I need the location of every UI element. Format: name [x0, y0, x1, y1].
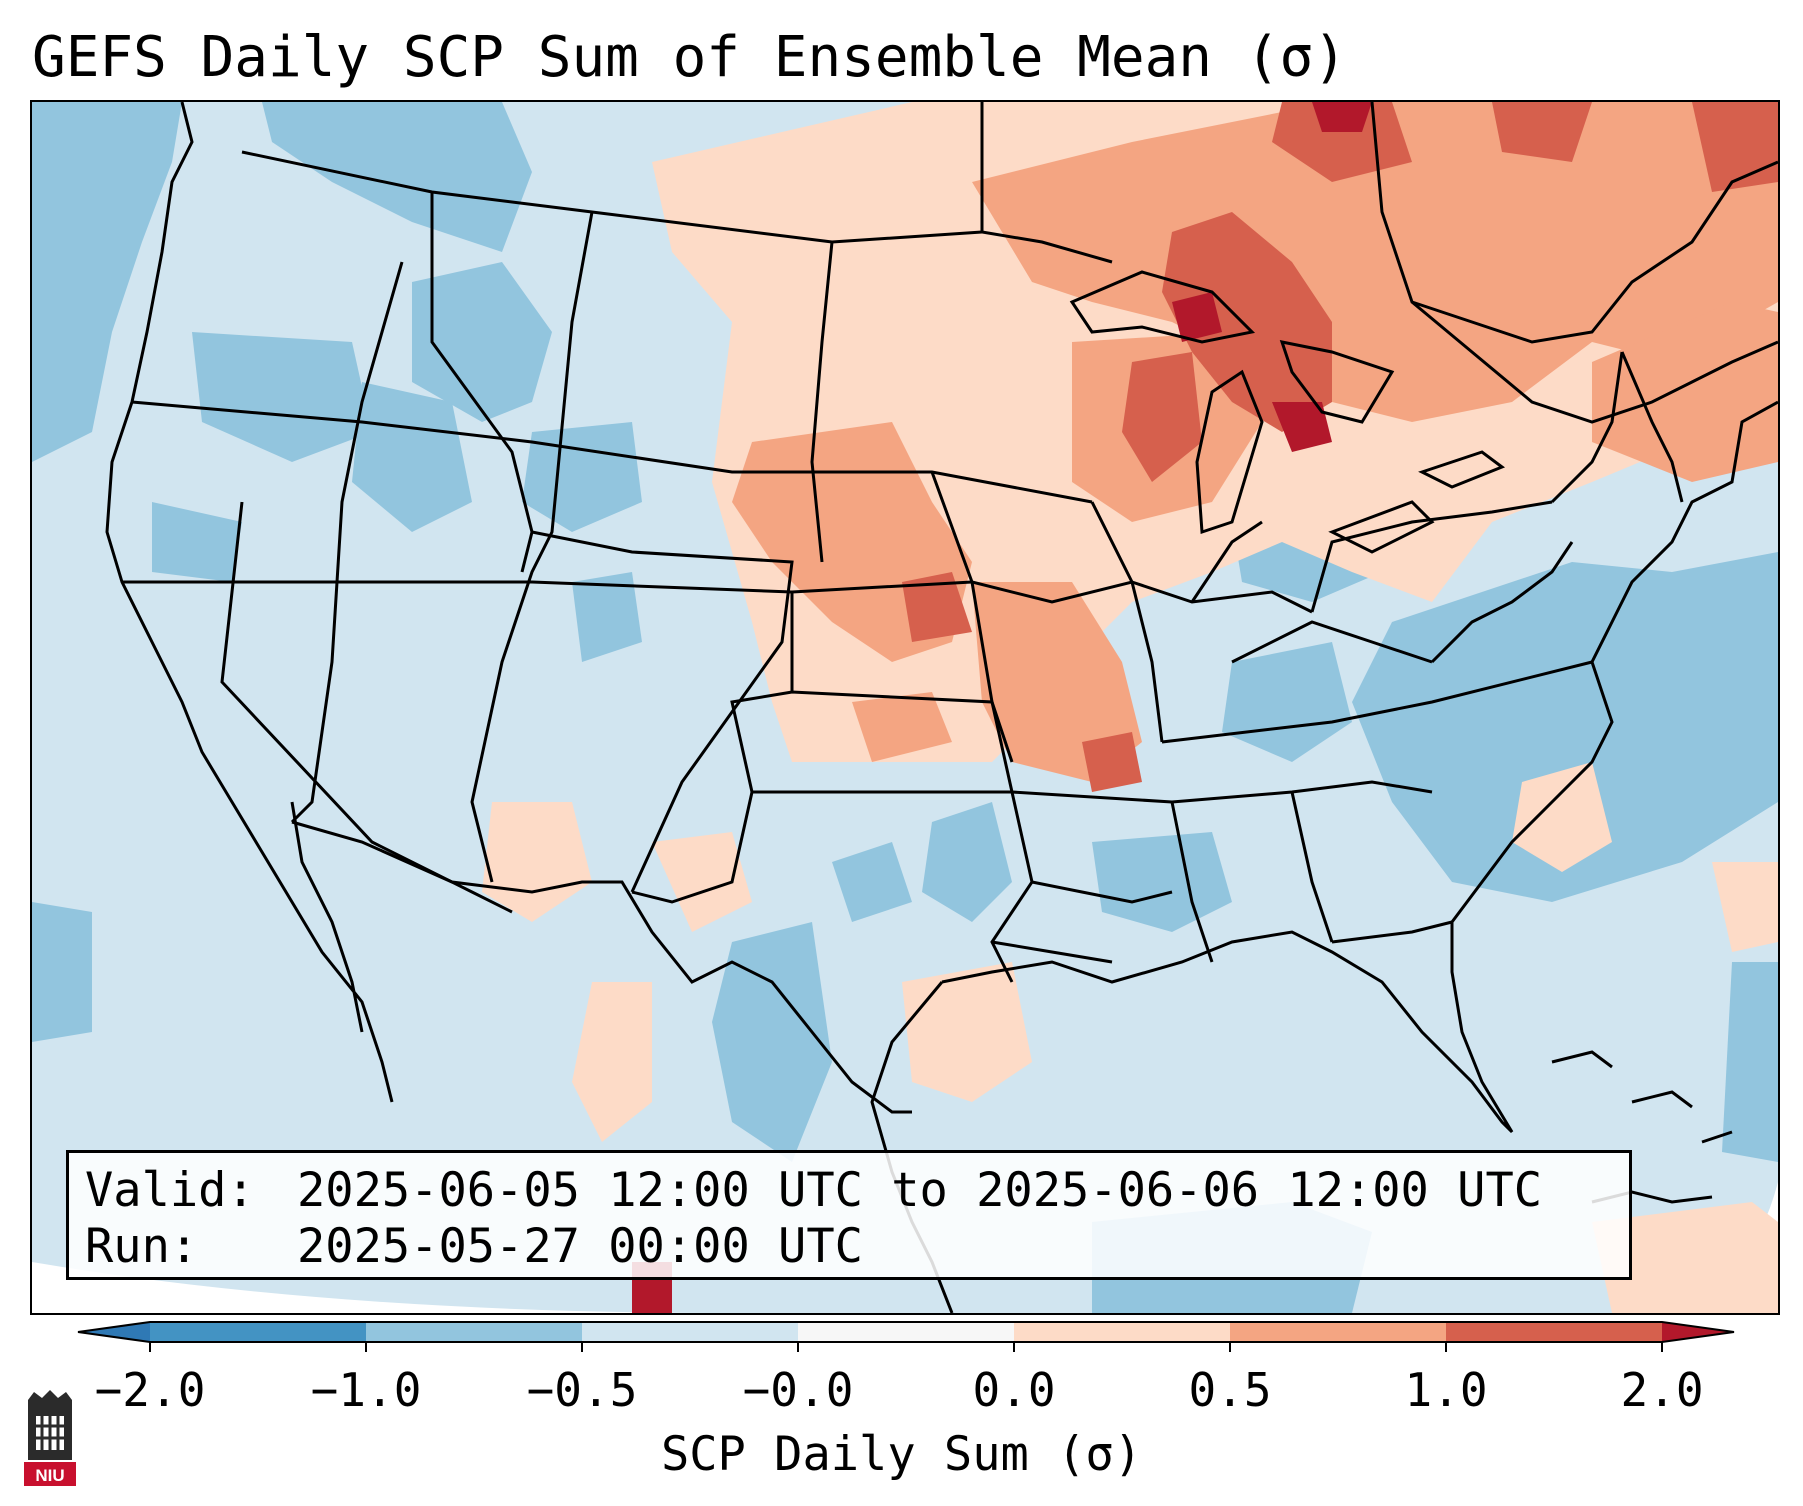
validity-info-box: Valid: 2025-06-05 12:00 UTC to 2025-06-06… — [66, 1150, 1632, 1280]
niu-logo: NIU — [24, 1390, 76, 1486]
colorbar-bin — [1014, 1322, 1230, 1342]
valid-label: Valid: — [85, 1163, 255, 1218]
coastline — [105, 102, 1778, 1313]
colorbar-bin — [582, 1322, 798, 1342]
colorbar-extend-high — [1662, 1322, 1734, 1342]
colorbar: −2.0 −1.0 −0.5 −0.0 0.0 0.5 1.0 2.0 — [77, 1321, 1735, 1417]
us-mexico-border — [291, 820, 912, 1114]
run-line: Run: 2025-05-27 00:00 UTC — [85, 1219, 1613, 1275]
colorbar-extend-low — [78, 1322, 150, 1342]
chart-title: GEFS Daily SCP Sum of Ensemble Mean (σ) — [32, 25, 1347, 90]
run-label: Run: — [85, 1219, 199, 1274]
colorbar-tick-label: −0.0 — [743, 1363, 854, 1417]
colorbar-tick-label: −0.5 — [527, 1363, 638, 1417]
great-lakes — [1069, 270, 1506, 554]
colorbar-label: SCP Daily Sum (σ) — [660, 1427, 1143, 1482]
colorbar-tick-label: −1.0 — [311, 1363, 422, 1417]
map-panel[interactable] — [30, 100, 1780, 1315]
colorbar-tick-label: 0.0 — [972, 1363, 1055, 1417]
logo-text: NIU — [35, 1466, 64, 1485]
colorbar-bin — [1446, 1322, 1662, 1342]
colorbar-bin — [150, 1322, 366, 1342]
logo-badge — [24, 1462, 76, 1486]
valid-line: Valid: 2025-06-05 12:00 UTC to 2025-06-06… — [85, 1163, 1613, 1219]
colorbar-tick-label: −2.0 — [95, 1363, 206, 1417]
colorbar-tick-label: 0.5 — [1188, 1363, 1271, 1417]
valid-value: 2025-06-05 12:00 UTC to 2025-06-06 12:00… — [297, 1163, 1543, 1218]
logo-window-grid — [36, 1416, 64, 1450]
colorbar-tick-label: 2.0 — [1620, 1363, 1703, 1417]
colorbar-bin — [798, 1322, 1014, 1342]
colorbar-tick-label: 1.0 — [1404, 1363, 1487, 1417]
run-value: 2025-05-27 00:00 UTC — [297, 1219, 863, 1274]
anomaly-moderate-positive — [732, 102, 1778, 782]
colorbar-bin — [1230, 1322, 1446, 1342]
map-canvas — [32, 102, 1778, 1313]
colorbar-bin — [366, 1322, 582, 1342]
off-domain-sw — [32, 1262, 732, 1313]
political-boundaries — [122, 102, 1778, 983]
